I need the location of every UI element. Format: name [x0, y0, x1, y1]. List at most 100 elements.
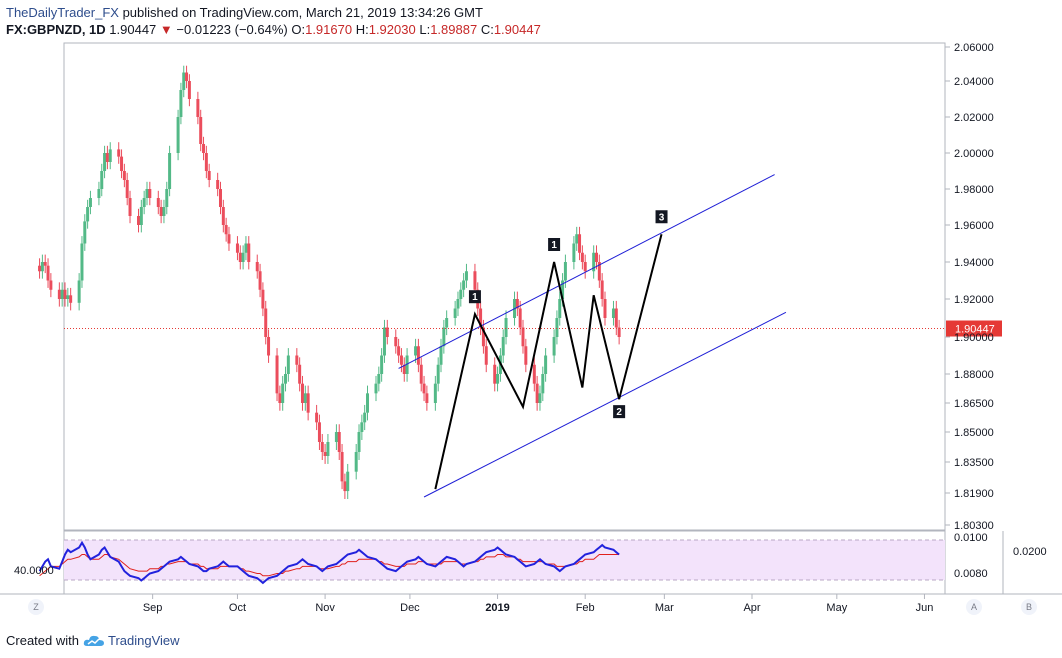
candle-body	[244, 243, 248, 253]
candle-body	[394, 337, 398, 347]
rsi-far-right-label: 0.0200	[1013, 546, 1047, 558]
main-pane-frame	[63, 42, 946, 531]
time-tick-label: Nov	[315, 602, 335, 614]
high-value: 1.92030	[368, 22, 416, 37]
wave-label: 3	[659, 212, 665, 223]
time-axis[interactable]: Sep Oct Nov Dec 2019 Feb Mar Apr May Jun	[143, 594, 933, 614]
rsi-band	[64, 540, 945, 580]
candle-body	[261, 289, 265, 309]
tradingview-brand[interactable]: TradingView	[83, 632, 180, 650]
candle-body	[199, 117, 203, 144]
price-tick-label: 2.02000	[954, 112, 994, 124]
candle-body	[360, 422, 364, 432]
channel-upper-line	[398, 174, 775, 369]
candle-body	[563, 262, 567, 281]
publish-info: published on TradingView.com, March 21, …	[122, 5, 483, 20]
close-value: 1.90447	[493, 22, 541, 37]
last-price-tag	[946, 320, 1002, 337]
time-tick-label: Sep	[143, 602, 163, 614]
candle-body	[521, 327, 525, 347]
candle-body	[57, 289, 61, 299]
candle-body	[264, 308, 268, 337]
time-tick-label: Oct	[229, 602, 246, 614]
candle-body	[493, 364, 497, 384]
candle-body	[148, 189, 152, 198]
candle-body	[162, 207, 166, 216]
candle-body	[235, 243, 239, 253]
wave-label-box	[468, 290, 481, 304]
wave-label: 1	[551, 240, 557, 251]
candle-body	[204, 153, 208, 171]
last-price: 1.90447	[109, 22, 157, 37]
price-tick-label: 1.88000	[954, 369, 994, 381]
candle-body	[227, 234, 231, 244]
candle-body	[315, 412, 319, 423]
candle-body	[196, 99, 200, 117]
candle-body	[343, 481, 347, 492]
candle-body	[108, 149, 112, 162]
candle-body	[295, 355, 299, 365]
candle-body	[337, 432, 341, 452]
candle-body	[354, 452, 358, 472]
candle-body	[139, 207, 143, 225]
price-tick-label: 2.06000	[954, 42, 994, 54]
time-tick-label: Feb	[576, 602, 595, 614]
candle-body	[603, 299, 607, 318]
symbol-label: FX:GBPNZD, 1D	[6, 22, 106, 37]
wave-pattern-line	[434, 234, 663, 490]
candle-body	[575, 234, 579, 244]
candle-body	[445, 318, 449, 328]
candle-body	[63, 289, 67, 299]
price-axis[interactable]: 2.06000 2.04000 2.02000 2.00000 1.98000 1.960…	[945, 42, 994, 532]
zoom-reset-button[interactable]: Z	[28, 599, 44, 615]
wave-label: 2	[616, 407, 622, 418]
candle-body	[80, 243, 84, 281]
price-tick-label: 1.92000	[954, 294, 994, 306]
candle-body	[176, 117, 180, 153]
candle-body	[340, 452, 344, 482]
candle-body	[453, 308, 457, 318]
candle-body	[156, 198, 160, 207]
author-name[interactable]: TheDailyTrader_FX	[6, 5, 119, 20]
footer: Created with TradingView	[6, 632, 180, 650]
candle-body	[464, 271, 468, 281]
candle-body	[597, 262, 601, 281]
candle-body	[278, 393, 282, 403]
candle-body	[578, 234, 582, 253]
candle-body	[363, 412, 367, 423]
low-label: L:	[419, 22, 431, 37]
candle-body	[275, 355, 279, 394]
created-with-label: Created with	[6, 633, 79, 648]
candle-body	[357, 432, 361, 452]
high-label: H:	[355, 22, 369, 37]
candle-body	[317, 422, 321, 442]
candle-body	[255, 262, 259, 272]
candle-body	[422, 383, 426, 394]
time-tick-label: Mar	[655, 602, 674, 614]
candle-body	[137, 216, 141, 225]
candle-body	[117, 149, 121, 157]
candle-body	[202, 144, 206, 153]
price-tick-label: 1.80300	[954, 520, 994, 532]
candle-body	[572, 243, 576, 262]
candle-body	[380, 355, 384, 374]
candle-body	[346, 471, 350, 492]
candle-body	[40, 262, 44, 272]
candle-body	[416, 346, 420, 365]
candle-body	[216, 180, 220, 189]
candle-body	[105, 153, 109, 162]
candle-body	[552, 337, 556, 356]
candle-body	[281, 383, 285, 403]
auto-scale-button[interactable]: A	[966, 599, 982, 615]
candle-body	[366, 393, 370, 413]
log-scale-button[interactable]: B	[1021, 599, 1037, 615]
candle-body	[38, 265, 42, 272]
candle-body	[524, 346, 528, 365]
tradingview-cloud-icon	[83, 635, 104, 646]
candle-body	[142, 198, 146, 207]
price-tick-label: 2.04000	[954, 76, 994, 88]
candle-body	[496, 374, 500, 384]
candle-body	[300, 383, 304, 403]
candle-body	[185, 72, 189, 81]
